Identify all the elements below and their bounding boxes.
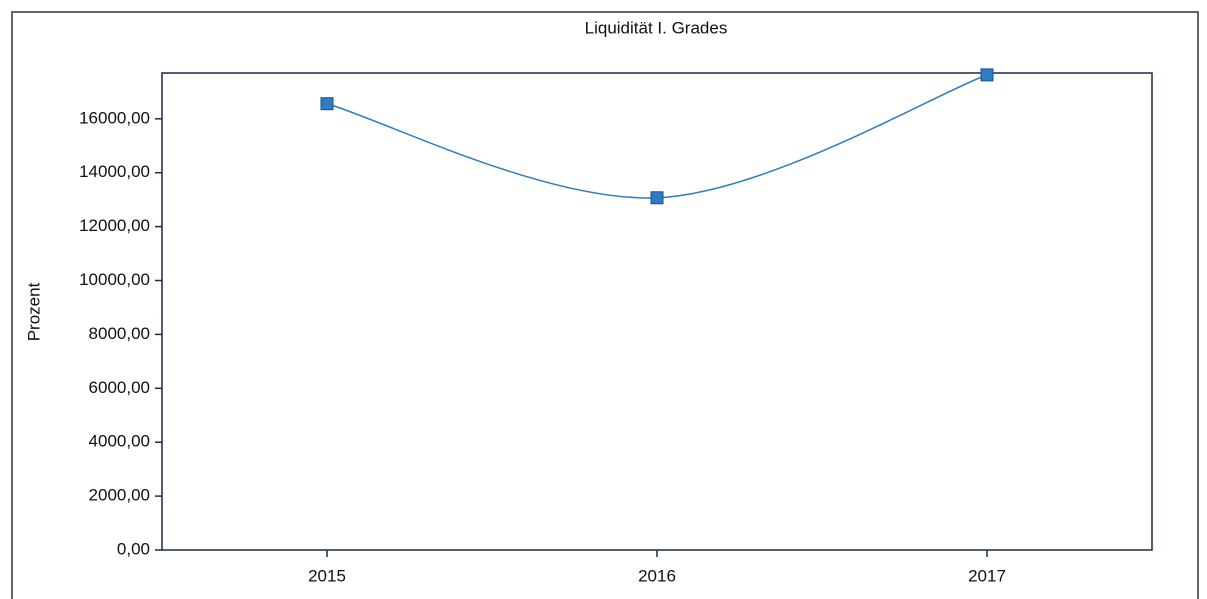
x-tick-label: 2015 bbox=[308, 566, 346, 585]
x-tick-label: 2017 bbox=[968, 566, 1006, 585]
y-tick-label: 14000,00 bbox=[79, 162, 150, 181]
y-tick-label: 12000,00 bbox=[79, 216, 150, 235]
x-tick-label: 2016 bbox=[638, 566, 676, 585]
y-tick-label: 10000,00 bbox=[79, 270, 150, 289]
y-tick-label: 8000,00 bbox=[89, 324, 150, 343]
y-tick-label: 2000,00 bbox=[89, 486, 150, 505]
chart-title: Liquidität I. Grades bbox=[585, 18, 728, 37]
y-tick-label: 0,00 bbox=[117, 539, 150, 558]
marker bbox=[980, 68, 994, 82]
plot-area bbox=[161, 72, 1153, 551]
marker bbox=[320, 97, 334, 111]
y-tick-label: 4000,00 bbox=[89, 432, 150, 451]
y-axis-label: Prozent bbox=[24, 282, 43, 341]
chart-frame bbox=[11, 11, 1199, 599]
marker bbox=[650, 191, 664, 205]
y-tick-label: 6000,00 bbox=[89, 378, 150, 397]
y-tick-label: 16000,00 bbox=[79, 108, 150, 127]
line bbox=[326, 74, 988, 199]
